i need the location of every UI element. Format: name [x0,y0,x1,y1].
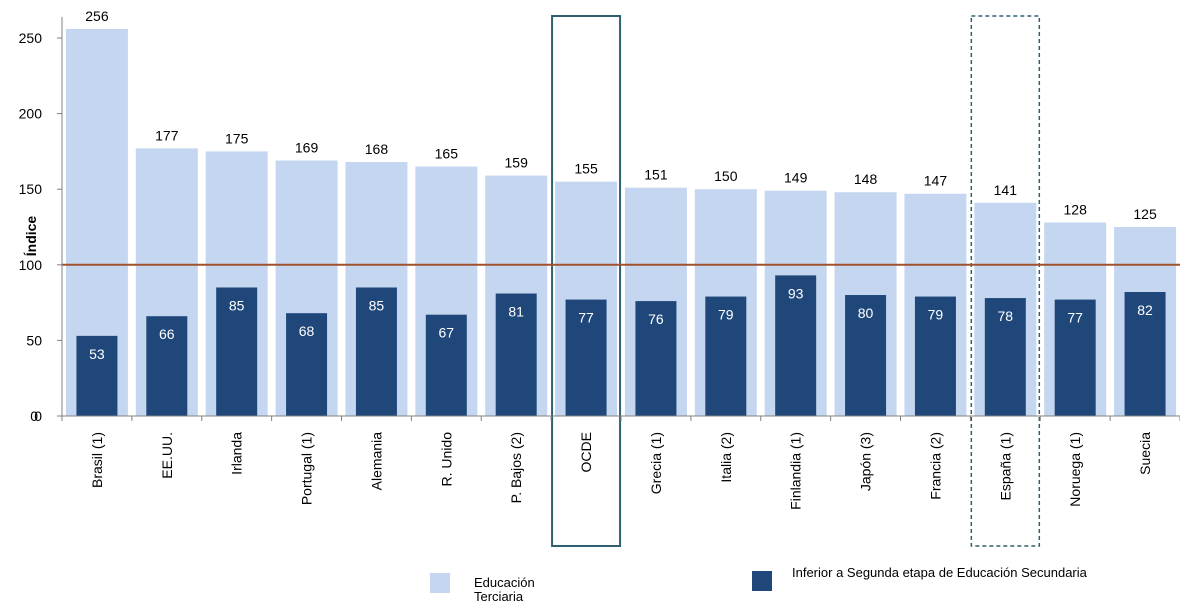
value-label-tertiary-alemania: 168 [365,141,389,157]
legend-swatch-lower-secondary [752,571,772,591]
value-label-tertiary-grecia-1: 151 [644,167,668,183]
category-label-irlanda: Irlanda [229,432,245,475]
category-label-grecia-1: Grecia (1) [648,432,664,494]
category-label-ee-uu: EE.UU. [159,432,175,479]
bar-lower-secondary-ee-uu [146,316,188,416]
highlight-box-ocde [551,15,622,547]
legend-item-lower-secondary: Inferior a Segunda etapa de Educación Se… [752,566,1092,591]
value-label-lower-secondary-japon-3: 80 [858,305,874,321]
value-label-lower-secondary-noruega-1: 77 [1067,310,1083,326]
category-label-portugal-1: Portugal (1) [299,432,315,505]
value-label-tertiary-ocde: 155 [574,161,598,177]
value-label-tertiary-r-unido: 165 [435,146,459,162]
value-label-tertiary-suecia: 125 [1133,206,1157,222]
value-label-tertiary-brasil-1: 256 [85,8,109,24]
value-label-lower-secondary-p-bajos-2: 81 [508,304,524,320]
category-label-japon-3: Japón (3) [858,432,874,491]
value-label-tertiary-irlanda: 175 [225,130,249,146]
value-label-tertiary-noruega-1: 128 [1064,201,1088,217]
value-label-lower-secondary-grecia-1: 76 [648,311,664,327]
y-axis-title: Índice [23,216,39,257]
category-label-finlandia-1: Finlandia (1) [788,432,804,510]
value-label-tertiary-italia-2: 150 [714,168,738,184]
value-label-tertiary-finlandia-1: 149 [784,170,808,186]
legend-item-tertiary: Educación Terciaria [430,573,535,604]
value-label-lower-secondary-ee-uu: 66 [159,326,175,342]
highlight-boxes [551,15,1041,547]
bar-lower-secondary-noruega-1 [1054,299,1096,416]
value-label-tertiary-francia-2: 147 [924,173,948,189]
category-label-p-bajos-2: P. Bajos (2) [508,432,524,503]
y-tick-label-100: 100 [19,257,43,273]
value-label-tertiary-japon-3: 148 [854,171,878,187]
category-label-francia-2: Francia (2) [927,432,943,500]
y-tick-label-50: 50 [26,332,42,348]
y-tick-label-200: 200 [19,106,43,122]
category-label-suecia: Suecia [1137,432,1153,475]
value-label-lower-secondary-r-unido: 67 [439,325,455,341]
value-label-lower-secondary-francia-2: 79 [928,307,944,323]
highlight-box-espana-1 [970,15,1041,547]
bar-lower-secondary-italia-2 [705,296,747,416]
value-label-tertiary-p-bajos-2: 159 [505,155,529,171]
value-label-tertiary-espana-1: 141 [994,182,1018,198]
bar-lower-secondary-suecia [1124,292,1166,416]
y-tick-label-0: 0 [34,408,42,424]
bar-lower-secondary-r-unido [425,314,467,416]
legend-swatch-tertiary [430,573,450,593]
category-label-espana-1: España (1) [997,432,1013,500]
value-label-tertiary-portugal-1: 169 [295,139,319,155]
lower-secondary-bars-group [76,275,1166,416]
bar-lower-secondary-finlandia-1 [775,275,817,416]
value-label-lower-secondary-portugal-1: 68 [299,323,315,339]
value-label-lower-secondary-ocde: 77 [578,310,594,326]
bar-lower-secondary-irlanda [216,287,258,416]
value-label-lower-secondary-alemania: 85 [369,297,385,313]
bar-lower-secondary-alemania [355,287,397,416]
bar-lower-secondary-p-bajos-2 [495,293,537,416]
category-label-italia-2: Italia (2) [718,432,734,483]
bar-lower-secondary-brasil-1 [76,335,118,416]
category-label-alemania: Alemania [368,432,384,491]
category-label-brasil-1: Brasil (1) [89,432,105,488]
labels: 256 53 Brasil (1) 177 66 EE.UU. 175 85 Irlanda 16… [19,8,1157,510]
axes [57,16,1180,421]
bar-lower-secondary-espana-1 [984,298,1026,416]
value-label-lower-secondary-espana-1: 78 [998,308,1014,324]
category-label-r-unido: R. Unido [438,432,454,487]
value-label-lower-secondary-italia-2: 79 [718,307,734,323]
value-label-lower-secondary-brasil-1: 53 [89,346,105,362]
y-tick-label-extra-0: 0 [30,408,38,424]
y-tick-label-150: 150 [19,181,43,197]
bar-lower-secondary-ocde [565,299,607,416]
value-label-lower-secondary-finlandia-1: 93 [788,285,804,301]
value-label-lower-secondary-suecia: 82 [1137,302,1153,318]
legend-label-lower-secondary: Inferior a Segunda etapa de Educación Se… [792,565,1087,580]
category-label-ocde: OCDE [578,432,594,472]
bar-lower-secondary-portugal-1 [286,313,328,416]
value-label-lower-secondary-irlanda: 85 [229,297,245,313]
category-label-noruega-1: Noruega (1) [1067,432,1083,507]
value-label-tertiary-ee-uu: 177 [155,127,179,143]
bar-lower-secondary-grecia-1 [635,301,677,416]
y-tick-label-250: 250 [19,30,43,46]
bar-lower-secondary-francia-2 [914,296,956,416]
bar-lower-secondary-japon-3 [845,295,887,416]
